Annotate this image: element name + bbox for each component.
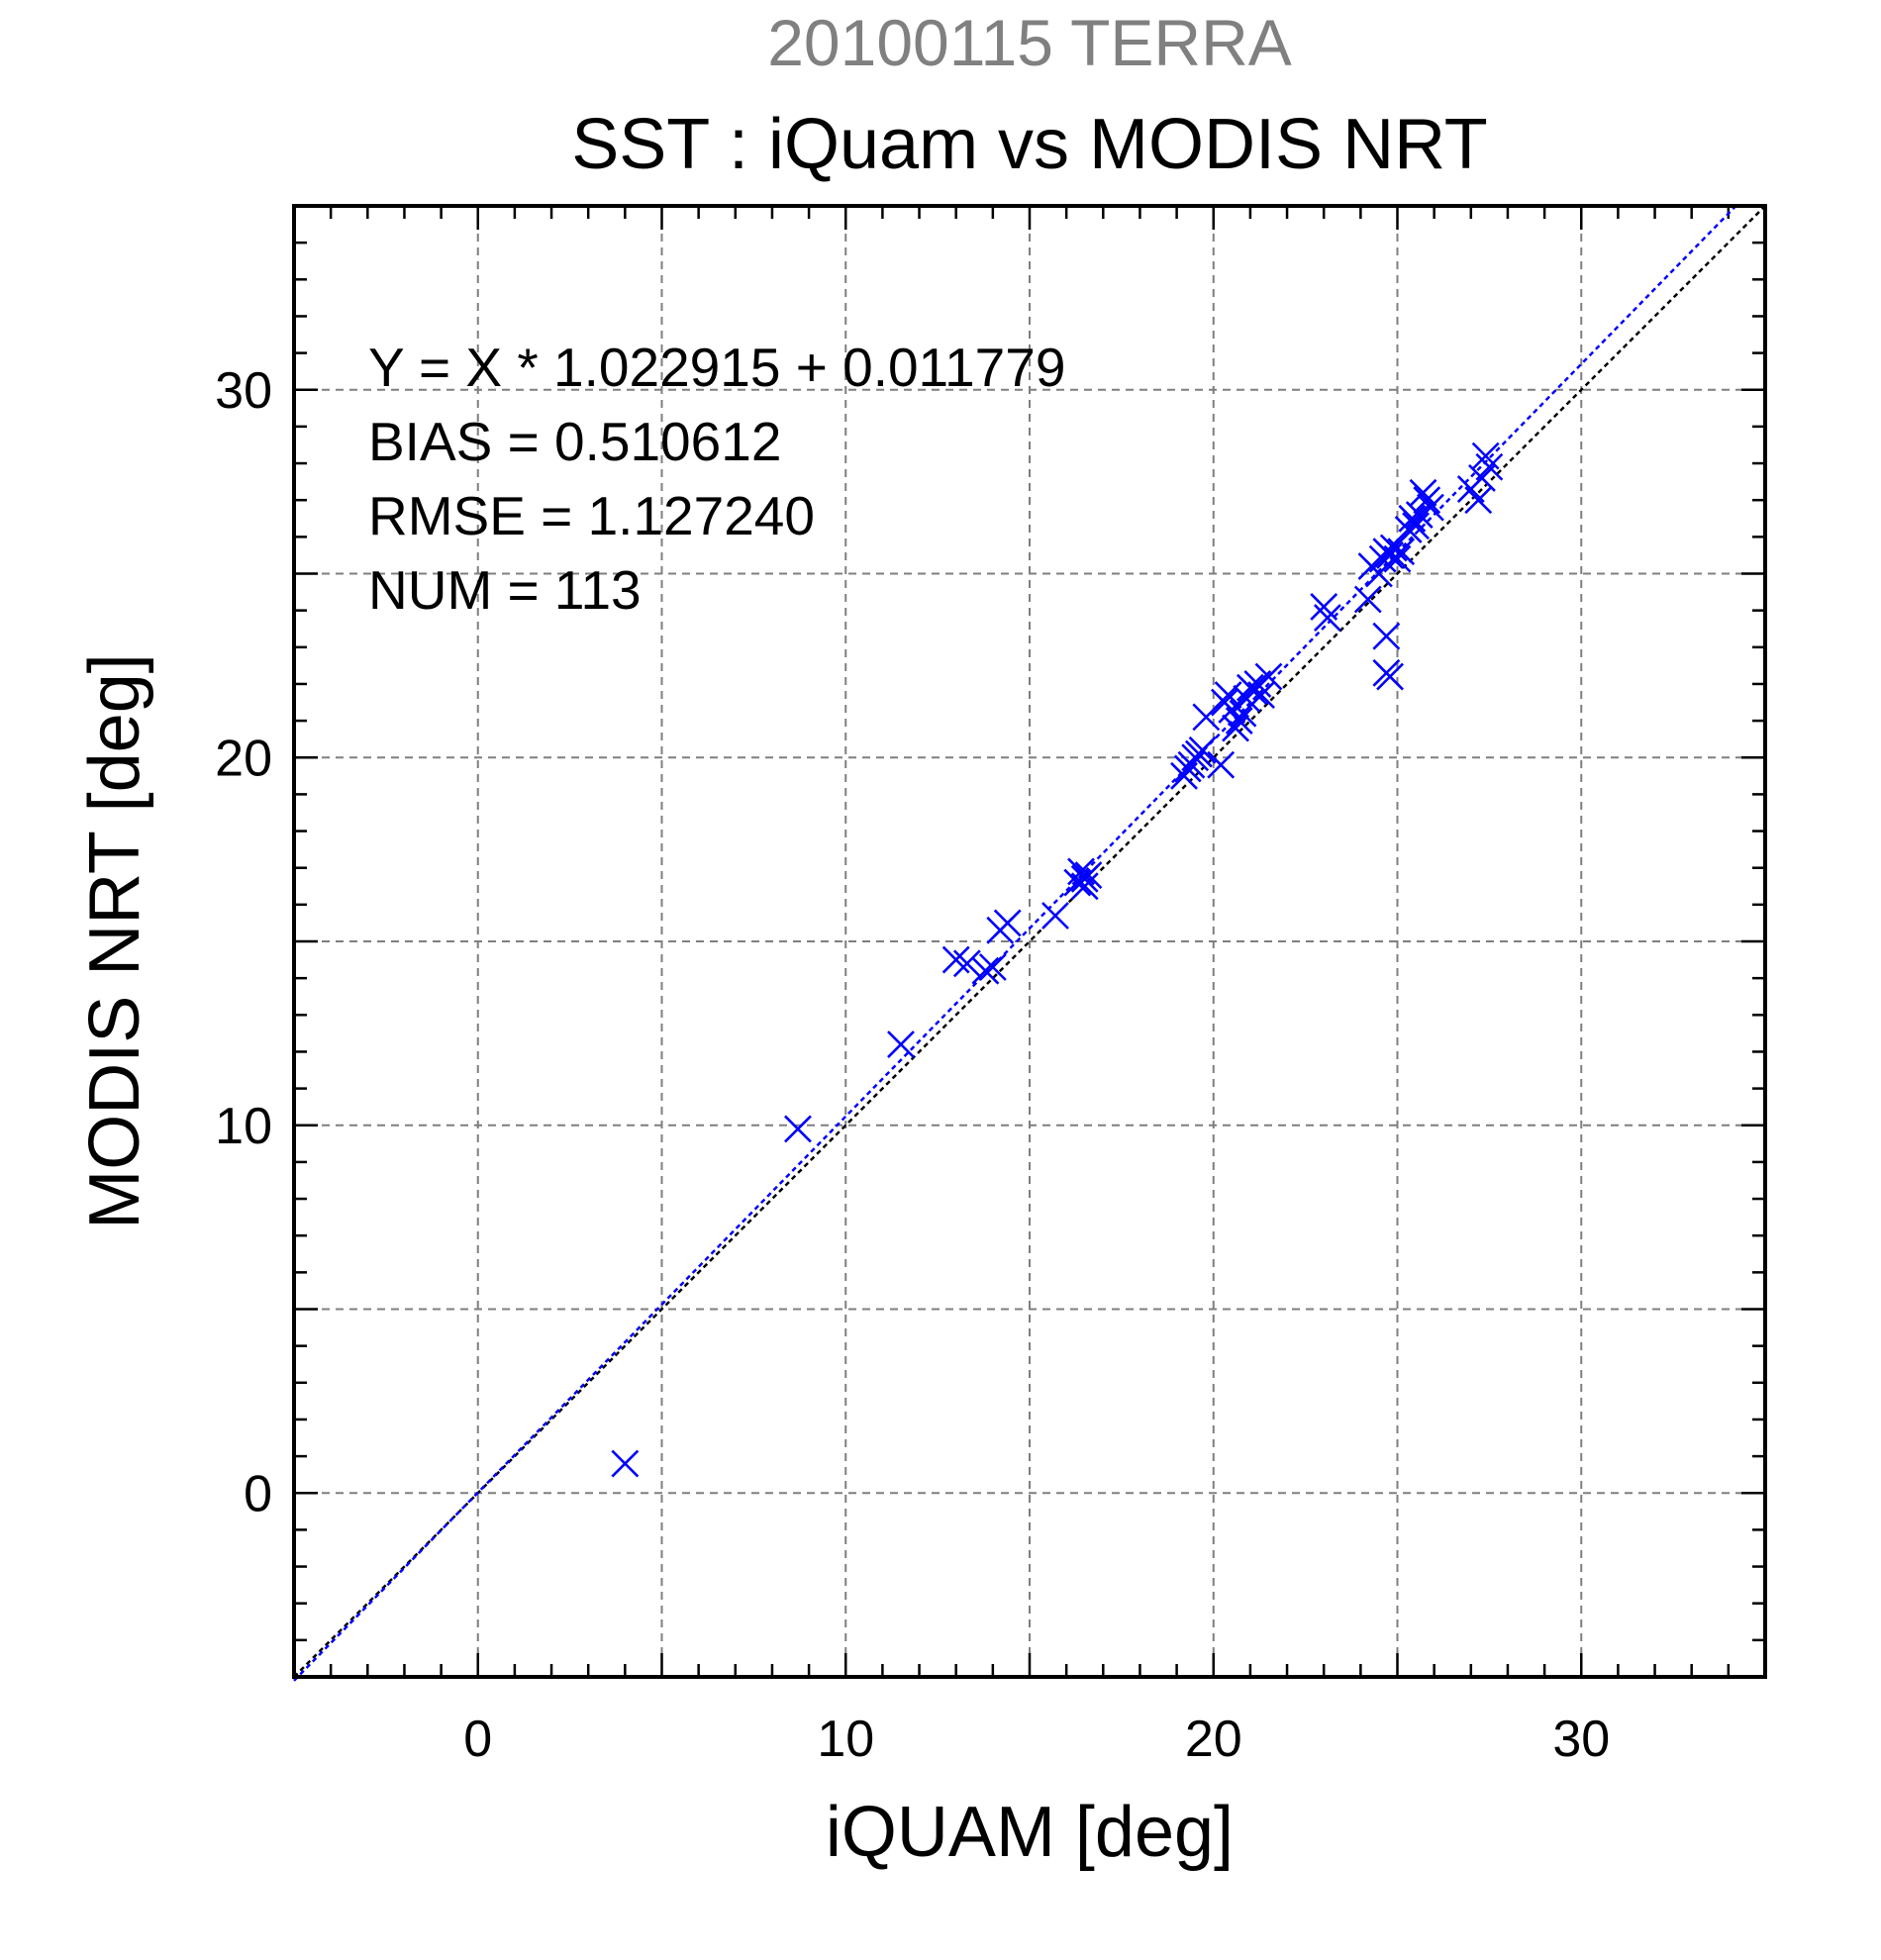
chart-title: SST : iQuam vs MODIS NRT <box>571 105 1488 184</box>
data-point <box>1394 516 1423 543</box>
x-tick-label: 10 <box>817 1711 874 1768</box>
x-axis-label: iQUAM [deg] <box>826 1793 1234 1872</box>
stats-box: Y = X * 1.022915 + 0.011779 BIAS = 0.510… <box>368 337 1065 621</box>
data-point <box>1376 662 1404 691</box>
grid <box>294 206 1765 1677</box>
tick-labels: 0 10 20 30 0 10 20 30 <box>215 362 1610 1768</box>
data-point <box>1475 452 1504 481</box>
data-point <box>1070 872 1099 901</box>
axis-ticks <box>292 204 1767 1679</box>
data-point <box>784 1115 812 1143</box>
data-point <box>1402 512 1430 540</box>
data-point <box>941 945 970 974</box>
data-point <box>1413 486 1441 515</box>
stat-bias: BIAS = 0.510612 <box>368 411 781 472</box>
data-point <box>1383 544 1412 573</box>
data-point <box>1222 714 1249 742</box>
y-tick-label: 20 <box>215 730 272 787</box>
data-point <box>993 909 1022 937</box>
data-point <box>1464 486 1493 515</box>
data-point <box>611 1449 640 1478</box>
data-point <box>887 1030 915 1058</box>
x-tick-label: 0 <box>463 1711 492 1768</box>
data-point <box>1417 493 1444 522</box>
data-point <box>952 949 981 978</box>
plot-frame <box>292 204 1767 1679</box>
data-point <box>1314 604 1341 632</box>
x-tick-label: 20 <box>1185 1711 1242 1768</box>
data-point <box>971 956 1000 985</box>
data-point <box>1192 703 1221 732</box>
data-point <box>1387 538 1416 566</box>
stat-fit-equation: Y = X * 1.022915 + 0.011779 <box>368 337 1065 398</box>
y-tick-label: 10 <box>215 1098 272 1155</box>
data-point <box>1409 478 1437 507</box>
y-tick-label: 0 <box>244 1465 272 1522</box>
stat-count: NUM = 113 <box>368 559 642 621</box>
data-point <box>1353 585 1382 614</box>
data-point <box>1471 441 1500 470</box>
data-point <box>1310 593 1338 621</box>
data-point <box>1379 534 1408 562</box>
y-axis-label: MODIS NRT [deg] <box>75 653 154 1229</box>
data-point <box>1376 541 1404 569</box>
data-point <box>1225 707 1253 735</box>
data-points <box>611 441 1504 1478</box>
data-point <box>1188 735 1217 764</box>
stat-rmse: RMSE = 1.127240 <box>368 485 815 546</box>
data-point <box>1372 622 1401 650</box>
data-point <box>1074 861 1103 890</box>
data-point <box>1207 750 1236 779</box>
data-point <box>1398 504 1427 533</box>
x-tick-label: 30 <box>1552 1711 1610 1768</box>
y-tick-label: 30 <box>215 362 272 420</box>
data-point <box>1041 902 1069 930</box>
data-point <box>1254 662 1283 691</box>
chart-supertitle: 20100115 TERRA <box>767 6 1292 79</box>
data-point <box>978 953 1007 981</box>
data-point <box>1247 681 1275 710</box>
